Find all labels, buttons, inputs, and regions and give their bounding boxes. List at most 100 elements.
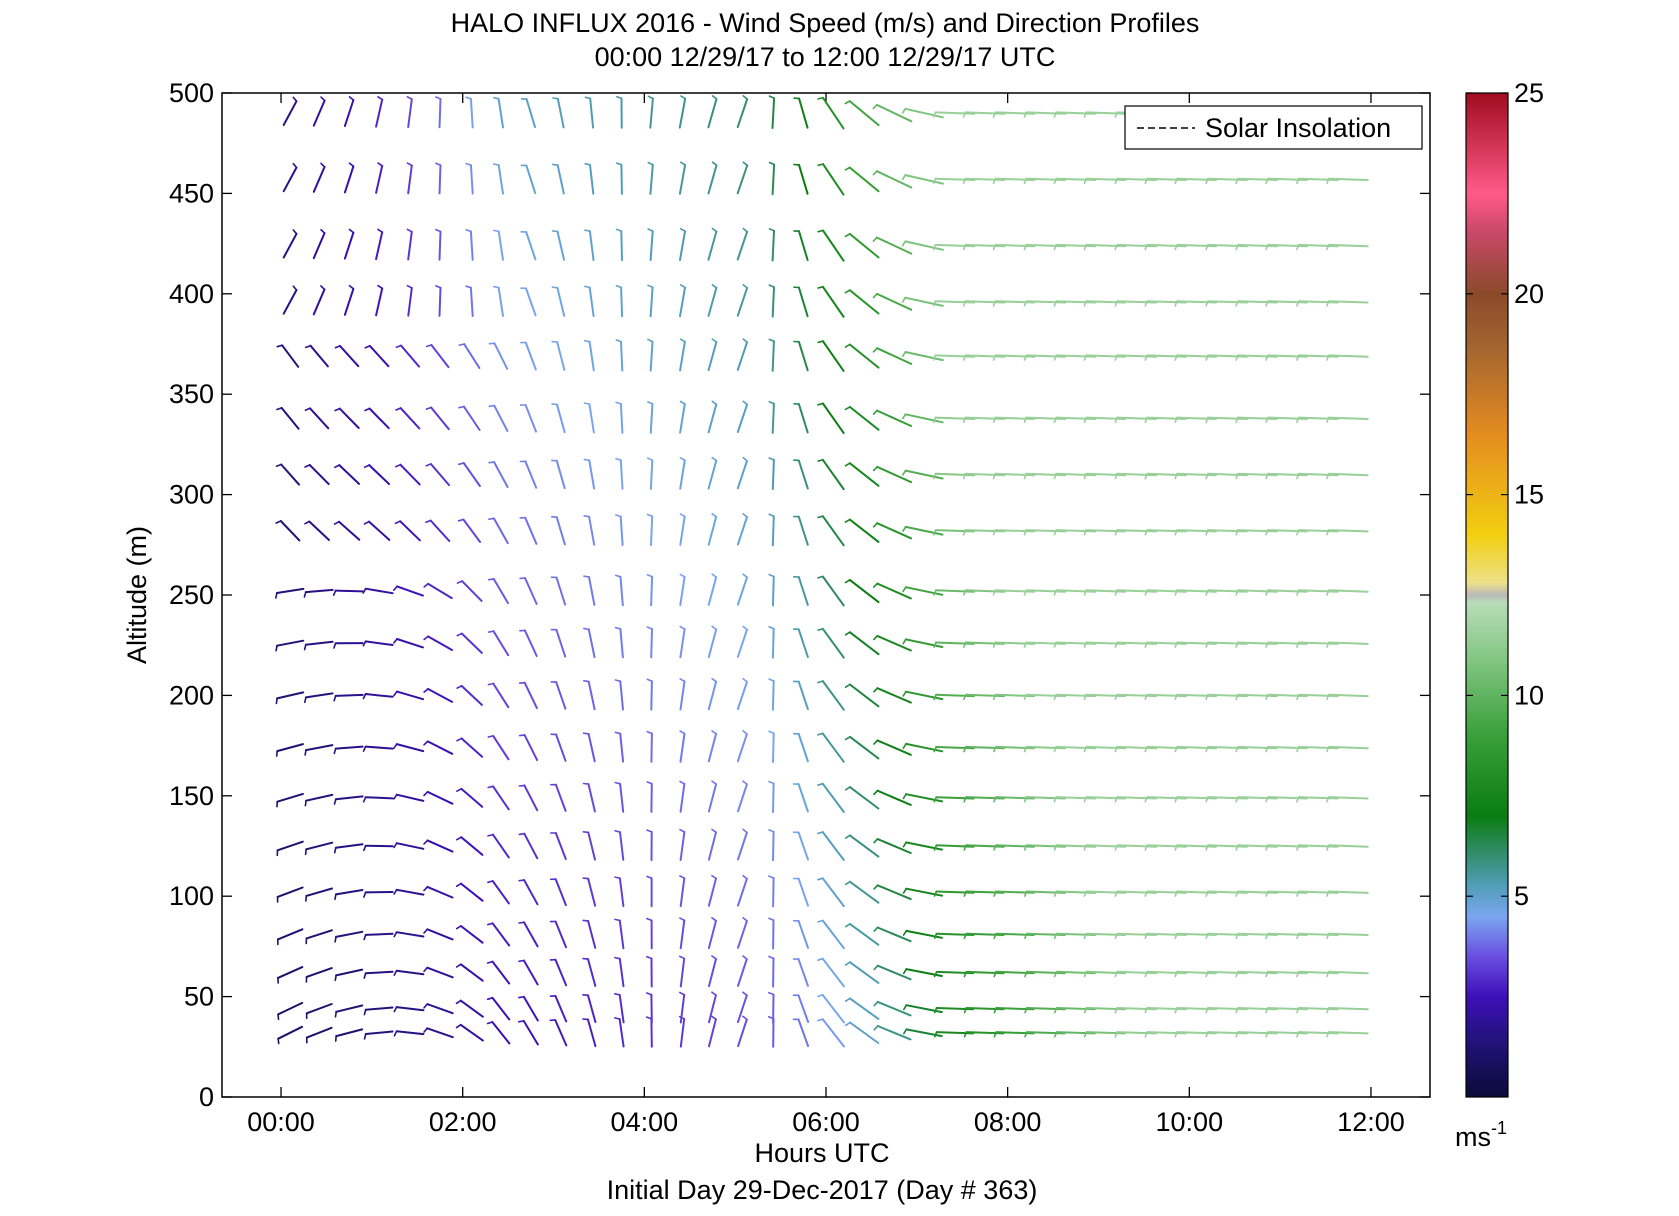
- wind-barb-feather: [425, 344, 433, 348]
- wind-barb-shaft: [1327, 177, 1369, 181]
- wind-barb-shaft: [364, 640, 394, 646]
- wind-barb-shaft: [469, 164, 474, 195]
- wind-barb-feather: [1023, 693, 1028, 701]
- wind-barb-shaft: [771, 286, 775, 318]
- wind-barb-shaft: [619, 732, 625, 763]
- wind-barb-feather: [275, 520, 282, 524]
- wind-barb-shaft: [1085, 300, 1127, 304]
- wind-barb-shaft: [493, 461, 509, 488]
- wind-barb-shaft: [994, 529, 1036, 533]
- wind-barb-shaft: [554, 994, 568, 1023]
- wind-barb-shaft: [771, 163, 776, 196]
- wind-barb-feather: [582, 782, 590, 785]
- wind-barb-shaft: [904, 638, 944, 648]
- wind-barb-feather: [487, 833, 494, 837]
- wind-barb-feather: [679, 917, 686, 922]
- wind-barb-shaft: [994, 177, 1036, 181]
- wind-barb-shaft: [934, 472, 976, 477]
- wind-barb-shaft: [491, 960, 511, 985]
- wind-barb-shaft: [737, 919, 748, 949]
- wind-barb-shaft: [1146, 844, 1187, 848]
- wind-barb-shaft: [619, 831, 625, 861]
- wind-barb-shaft: [848, 578, 880, 604]
- wind-barb-shaft: [821, 340, 845, 372]
- wind-barb-shaft: [935, 693, 975, 698]
- wind-barb-shaft: [308, 463, 330, 486]
- wind-barb-shaft: [1176, 472, 1217, 477]
- wind-barb-shaft: [1085, 693, 1127, 698]
- wind-barb-shaft: [771, 402, 775, 434]
- wind-barb-shaft: [994, 300, 1036, 304]
- wind-barb-shaft: [1207, 300, 1248, 304]
- wind-barb-feather: [768, 513, 775, 518]
- wind-barb-feather: [1024, 890, 1028, 897]
- wind-barb-feather: [1265, 932, 1269, 940]
- wind-barb-feather: [1296, 1007, 1300, 1014]
- wind-barb-shaft: [1237, 693, 1278, 698]
- wind-barb-feather: [1083, 796, 1088, 803]
- wind-barb-shaft: [1085, 890, 1127, 894]
- wind-barb-feather: [518, 879, 525, 882]
- wind-barb-shaft: [554, 783, 567, 812]
- wind-barb-shaft: [1176, 416, 1217, 420]
- wind-barb-feather: [1114, 111, 1118, 118]
- wind-barb-feather: [742, 1015, 748, 1021]
- wind-barb-feather: [1083, 244, 1088, 251]
- wind-barb-shaft: [334, 589, 364, 593]
- wind-barb-shaft: [1176, 693, 1217, 698]
- wind-barb-feather: [1053, 472, 1058, 480]
- wind-barb-feather: [583, 402, 591, 405]
- wind-barb-shaft: [771, 458, 775, 491]
- wind-barb-feather: [678, 955, 686, 960]
- wind-barb-shaft: [491, 880, 510, 905]
- wind-barb-shaft: [1327, 693, 1369, 698]
- wind-barb-feather: [1174, 354, 1178, 361]
- wind-barb-feather: [817, 732, 824, 736]
- wind-barb-feather: [1174, 529, 1178, 536]
- wind-barb-feather: [423, 635, 429, 641]
- wind-barb-feather: [362, 844, 367, 852]
- wind-barb-shaft: [848, 166, 880, 193]
- wind-barb-feather: [993, 844, 997, 851]
- wind-barb-shaft: [1207, 243, 1248, 248]
- wind-barb-feather: [518, 921, 525, 924]
- wind-barb-feather: [993, 1031, 998, 1038]
- wind-barb-feather: [817, 97, 824, 100]
- wind-barb-shaft: [460, 836, 484, 856]
- wind-barb-feather: [423, 1003, 429, 1009]
- wind-barb-shaft: [1116, 693, 1158, 698]
- wind-barb-feather: [1023, 111, 1028, 118]
- wind-barb-feather: [742, 677, 748, 683]
- wind-barb-feather: [1023, 746, 1028, 753]
- wind-barb-shaft: [1116, 354, 1158, 358]
- wind-barb-shaft: [400, 344, 421, 368]
- wind-barb-shaft: [523, 629, 538, 657]
- wind-barb-feather: [423, 688, 429, 693]
- wind-barb-shaft: [282, 289, 298, 315]
- wind-barb-feather: [425, 463, 432, 467]
- wind-barb-shaft: [588, 230, 595, 261]
- wind-barb-feather: [551, 230, 559, 233]
- wind-barb-shaft: [736, 98, 749, 129]
- wind-barb-feather: [1024, 1007, 1028, 1014]
- wind-barb-shaft: [707, 732, 718, 763]
- wind-barb-shaft: [1327, 354, 1369, 358]
- wind-barb-feather: [465, 96, 472, 100]
- wind-barb-shaft: [276, 743, 304, 753]
- wind-barb-shaft: [309, 344, 329, 368]
- wind-barb-feather: [1326, 796, 1330, 803]
- wind-barb-shaft: [1297, 745, 1339, 750]
- wind-barb-shaft: [848, 631, 880, 656]
- wind-barb-feather: [1326, 300, 1330, 307]
- wind-barb-feather: [455, 999, 462, 1005]
- wind-barb-shaft: [1085, 796, 1127, 800]
- wind-barb-feather: [614, 626, 622, 630]
- wind-barb-shaft: [461, 580, 483, 602]
- wind-barb-feather: [742, 780, 748, 786]
- wind-barb-shaft: [679, 919, 686, 950]
- legend-label-solar-insolation: Solar Insolation: [1205, 113, 1391, 143]
- wind-barb-shaft: [1176, 1007, 1217, 1011]
- wind-barb-feather: [932, 300, 937, 307]
- wind-barb-shaft: [1025, 1007, 1066, 1011]
- wind-barb-shaft: [679, 993, 686, 1024]
